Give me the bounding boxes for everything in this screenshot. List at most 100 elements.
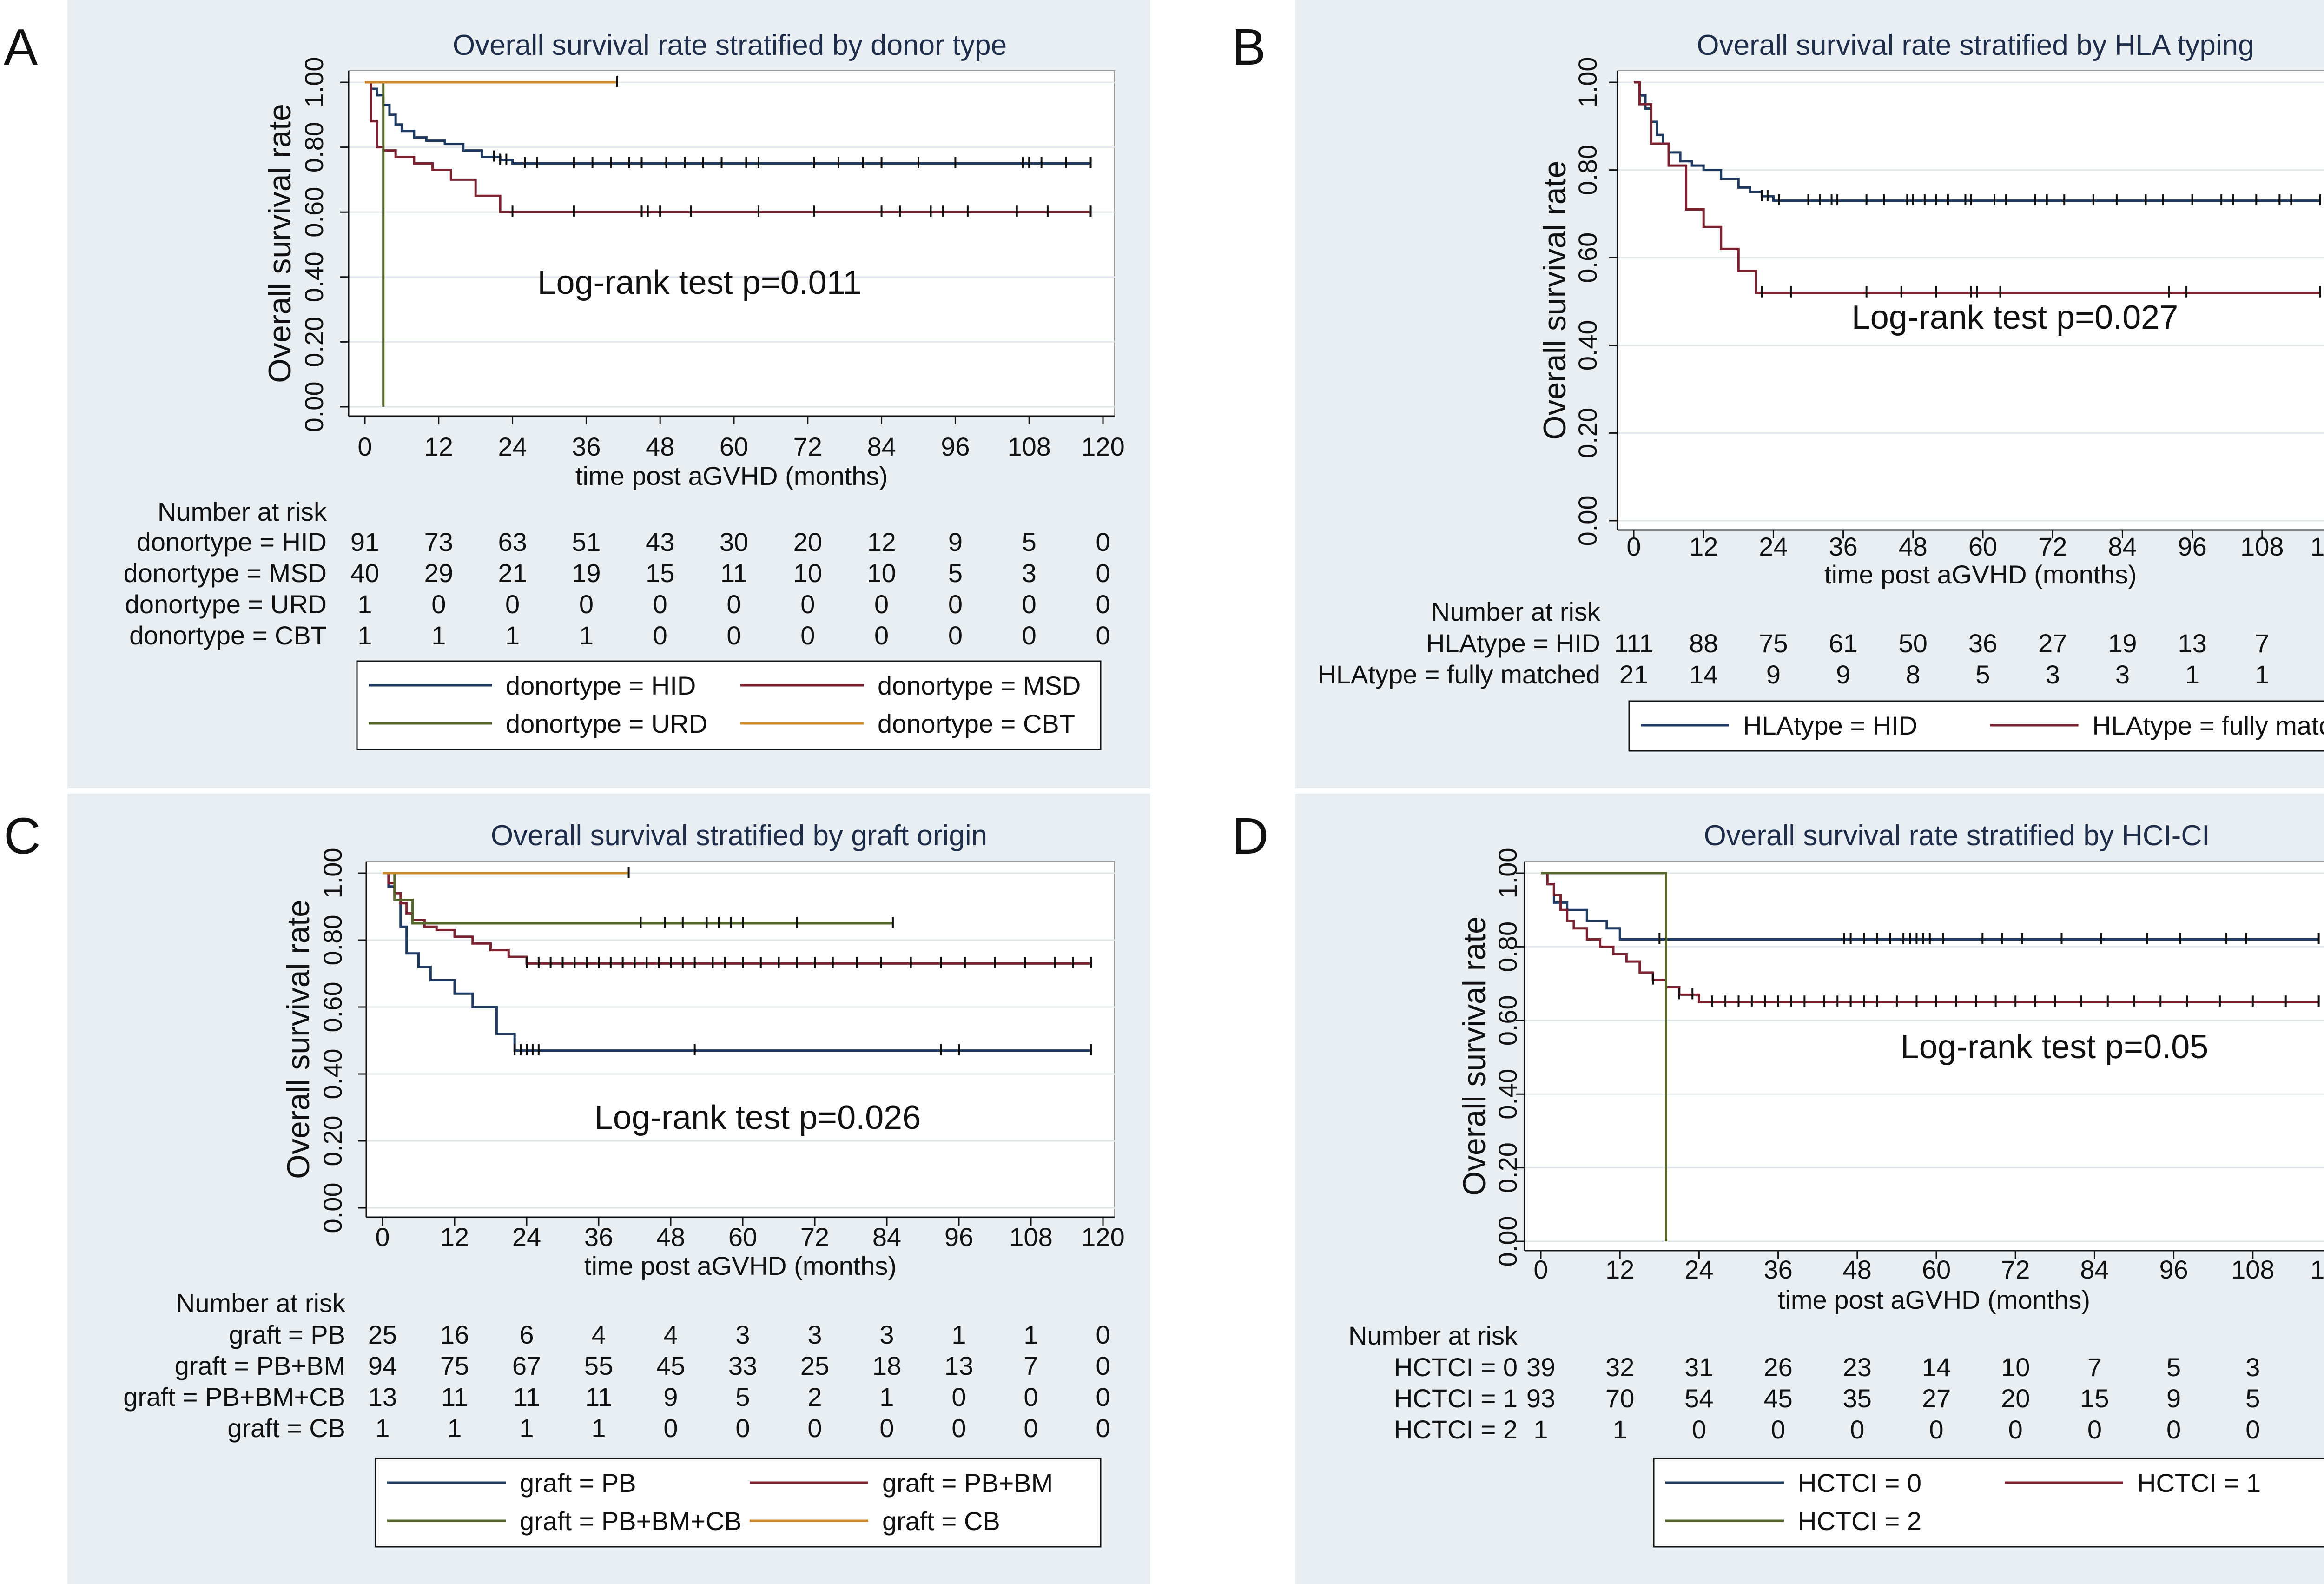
legend-label: HCTCI = 0: [1798, 1468, 1921, 1498]
risk-count: 61: [1829, 629, 1857, 658]
chart-panel-b: 0.00 0.20 0.40 0.60 0.80 1.00 0 12 24 36 48 60 72 84 9…: [1295, 0, 2324, 788]
risk-count: 0: [1096, 621, 1110, 650]
log-rank-annotation: Log-rank test p=0.027: [1852, 299, 2179, 336]
x-tick-label: 84: [867, 432, 896, 461]
log-rank-annotation: Log-rank test p=0.05: [1901, 1028, 2208, 1066]
risk-count: 0: [1022, 590, 1037, 619]
risk-row-label: donortype = MSD: [124, 558, 327, 588]
risk-count: 10: [867, 558, 896, 588]
risk-count: 0: [653, 621, 667, 650]
risk-count: 35: [1843, 1384, 1872, 1413]
risk-count: 7: [1023, 1351, 1038, 1380]
log-rank-annotation: Log-rank test p=0.011: [537, 264, 861, 301]
x-tick-label: 84: [872, 1222, 901, 1252]
risk-count: 5: [2166, 1352, 2181, 1382]
plot-area: [1524, 861, 2324, 1251]
y-tick-label: 0.40: [318, 1049, 347, 1100]
risk-count: 0: [1929, 1415, 1943, 1444]
y-tick-label: 1.00: [1573, 57, 1602, 108]
x-tick-label: 108: [1007, 432, 1050, 461]
risk-count: 14: [1922, 1352, 1951, 1382]
risk-count: 0: [1096, 527, 1110, 557]
x-tick-label: 24: [1684, 1255, 1713, 1284]
risk-count: 9: [2166, 1384, 2181, 1413]
risk-count: 9: [1766, 660, 1781, 689]
y-tick-label: 0.80: [299, 122, 329, 172]
y-axis-label: Overall survival rate: [262, 104, 297, 383]
panel-label-d: D: [1232, 808, 1269, 865]
risk-count: 0: [1096, 558, 1110, 588]
risk-count: 1: [1023, 1320, 1038, 1349]
risk-count: 27: [1922, 1384, 1951, 1413]
x-tick-label: 96: [944, 1222, 973, 1252]
y-tick-label: 1.00: [1493, 848, 1522, 899]
risk-count: 0: [1692, 1415, 1706, 1444]
legend-box: [1653, 1458, 2324, 1548]
risk-count: 21: [498, 558, 527, 588]
plot-area: [348, 70, 1115, 417]
x-tick-label: 24: [498, 432, 527, 461]
risk-count: 3: [2115, 660, 2130, 689]
y-tick-label: 0.20: [318, 1116, 347, 1166]
x-tick-label: 36: [572, 432, 601, 461]
risk-row-label: graft = PB+BM: [175, 1351, 345, 1380]
y-tick-label: 0.40: [1493, 1069, 1522, 1120]
risk-count: 55: [584, 1351, 613, 1380]
risk-row-label: HCTCI = 1: [1394, 1384, 1518, 1413]
y-tick-label: 0.80: [318, 915, 347, 966]
x-tick-label: 36: [1829, 532, 1857, 561]
x-tick-label: 72: [2001, 1255, 2030, 1284]
x-tick-label: 12: [1605, 1255, 1634, 1284]
risk-count: 0: [879, 1413, 894, 1443]
x-tick-label: 24: [1759, 532, 1788, 561]
y-tick-label: 0.20: [1573, 408, 1602, 458]
risk-count: 0: [800, 621, 815, 650]
legend-label: HLAtype = HID: [1743, 711, 1917, 740]
legend-label: HCTCI = 1: [2137, 1468, 2261, 1498]
risk-count: 7: [2255, 629, 2269, 658]
risk-count: 9: [663, 1382, 678, 1412]
risk-count: 1: [579, 621, 594, 650]
risk-row-label: graft = CB: [227, 1413, 345, 1443]
risk-count: 0: [1023, 1382, 1038, 1412]
risk-count: 1: [431, 621, 446, 650]
risk-count: 9: [948, 527, 963, 557]
risk-count: 3: [735, 1320, 750, 1349]
x-tick-label: 48: [646, 432, 674, 461]
x-tick-label: 108: [2240, 532, 2284, 561]
risk-count: 19: [2108, 629, 2137, 658]
x-tick-label: 60: [1922, 1255, 1951, 1284]
x-tick-label: 120: [1081, 1222, 1124, 1252]
risk-count: 0: [951, 1413, 966, 1443]
risk-count: 40: [350, 558, 379, 588]
risk-count: 5: [2245, 1384, 2260, 1413]
x-axis-label: time post aGVHD (months): [1824, 560, 2137, 589]
x-tick-label: 60: [720, 432, 748, 461]
risk-count: 0: [735, 1413, 750, 1443]
risk-count: 111: [1614, 629, 1653, 658]
risk-count: 26: [1763, 1352, 1792, 1382]
y-tick-label: 0.00: [299, 382, 329, 432]
risk-count: 31: [1684, 1352, 1713, 1382]
risk-count: 5: [735, 1382, 750, 1412]
panel-label-a: A: [4, 19, 38, 76]
risk-count: 21: [1619, 660, 1648, 689]
y-axis-label: Overall survival rate: [1457, 916, 1492, 1196]
risk-row-label: donortype = URD: [125, 590, 327, 619]
x-tick-label: 84: [2108, 532, 2137, 561]
x-tick-label: 12: [440, 1222, 469, 1252]
legend: HCTCI = 0 HCTCI = 1 HCTCI = 2: [1653, 1458, 2324, 1548]
x-tick-label: 72: [793, 432, 822, 461]
risk-count: 18: [872, 1351, 901, 1380]
x-tick-label: 96: [2178, 532, 2206, 561]
x-axis-label: time post aGVHD (months): [1778, 1285, 2090, 1314]
legend-box: [1628, 700, 2324, 752]
x-tick-label: 60: [728, 1222, 757, 1252]
x-axis-label: time post aGVHD (months): [575, 461, 888, 490]
risk-count: 4: [663, 1320, 678, 1349]
y-tick-label: 0.00: [1493, 1216, 1522, 1267]
risk-count: 16: [440, 1320, 469, 1349]
y-tick-label: 1.00: [318, 848, 347, 899]
y-tick-label: 0.40: [299, 252, 329, 302]
risk-count: 11: [720, 558, 747, 588]
